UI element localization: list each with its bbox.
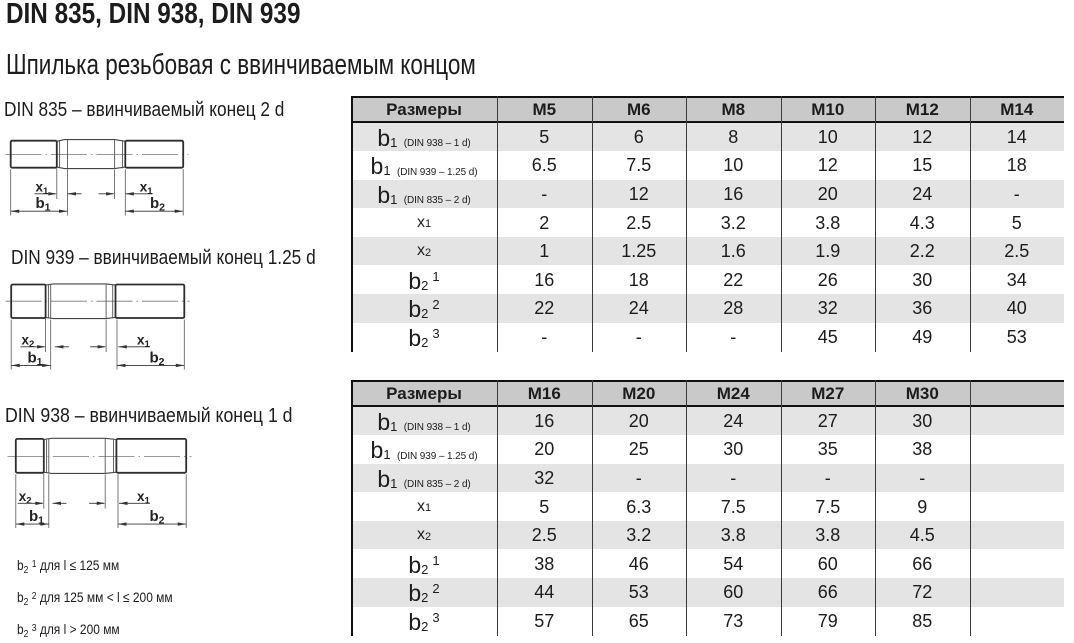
svg-text:b2: b2	[150, 349, 165, 368]
svg-text:x1: x1	[140, 179, 154, 197]
svg-text:b2: b2	[150, 195, 165, 214]
svg-text:x2: x2	[22, 332, 35, 350]
svg-text:b2: b2	[150, 508, 165, 527]
svg-text:b1: b1	[36, 195, 51, 214]
svg-text:x2: x2	[19, 489, 32, 507]
svg-text:b1: b1	[28, 349, 43, 368]
svg-text:x1: x1	[137, 489, 151, 507]
svg-text:x1: x1	[137, 332, 151, 350]
svg-text:x1: x1	[36, 179, 50, 197]
svg-text:b1: b1	[29, 508, 44, 527]
